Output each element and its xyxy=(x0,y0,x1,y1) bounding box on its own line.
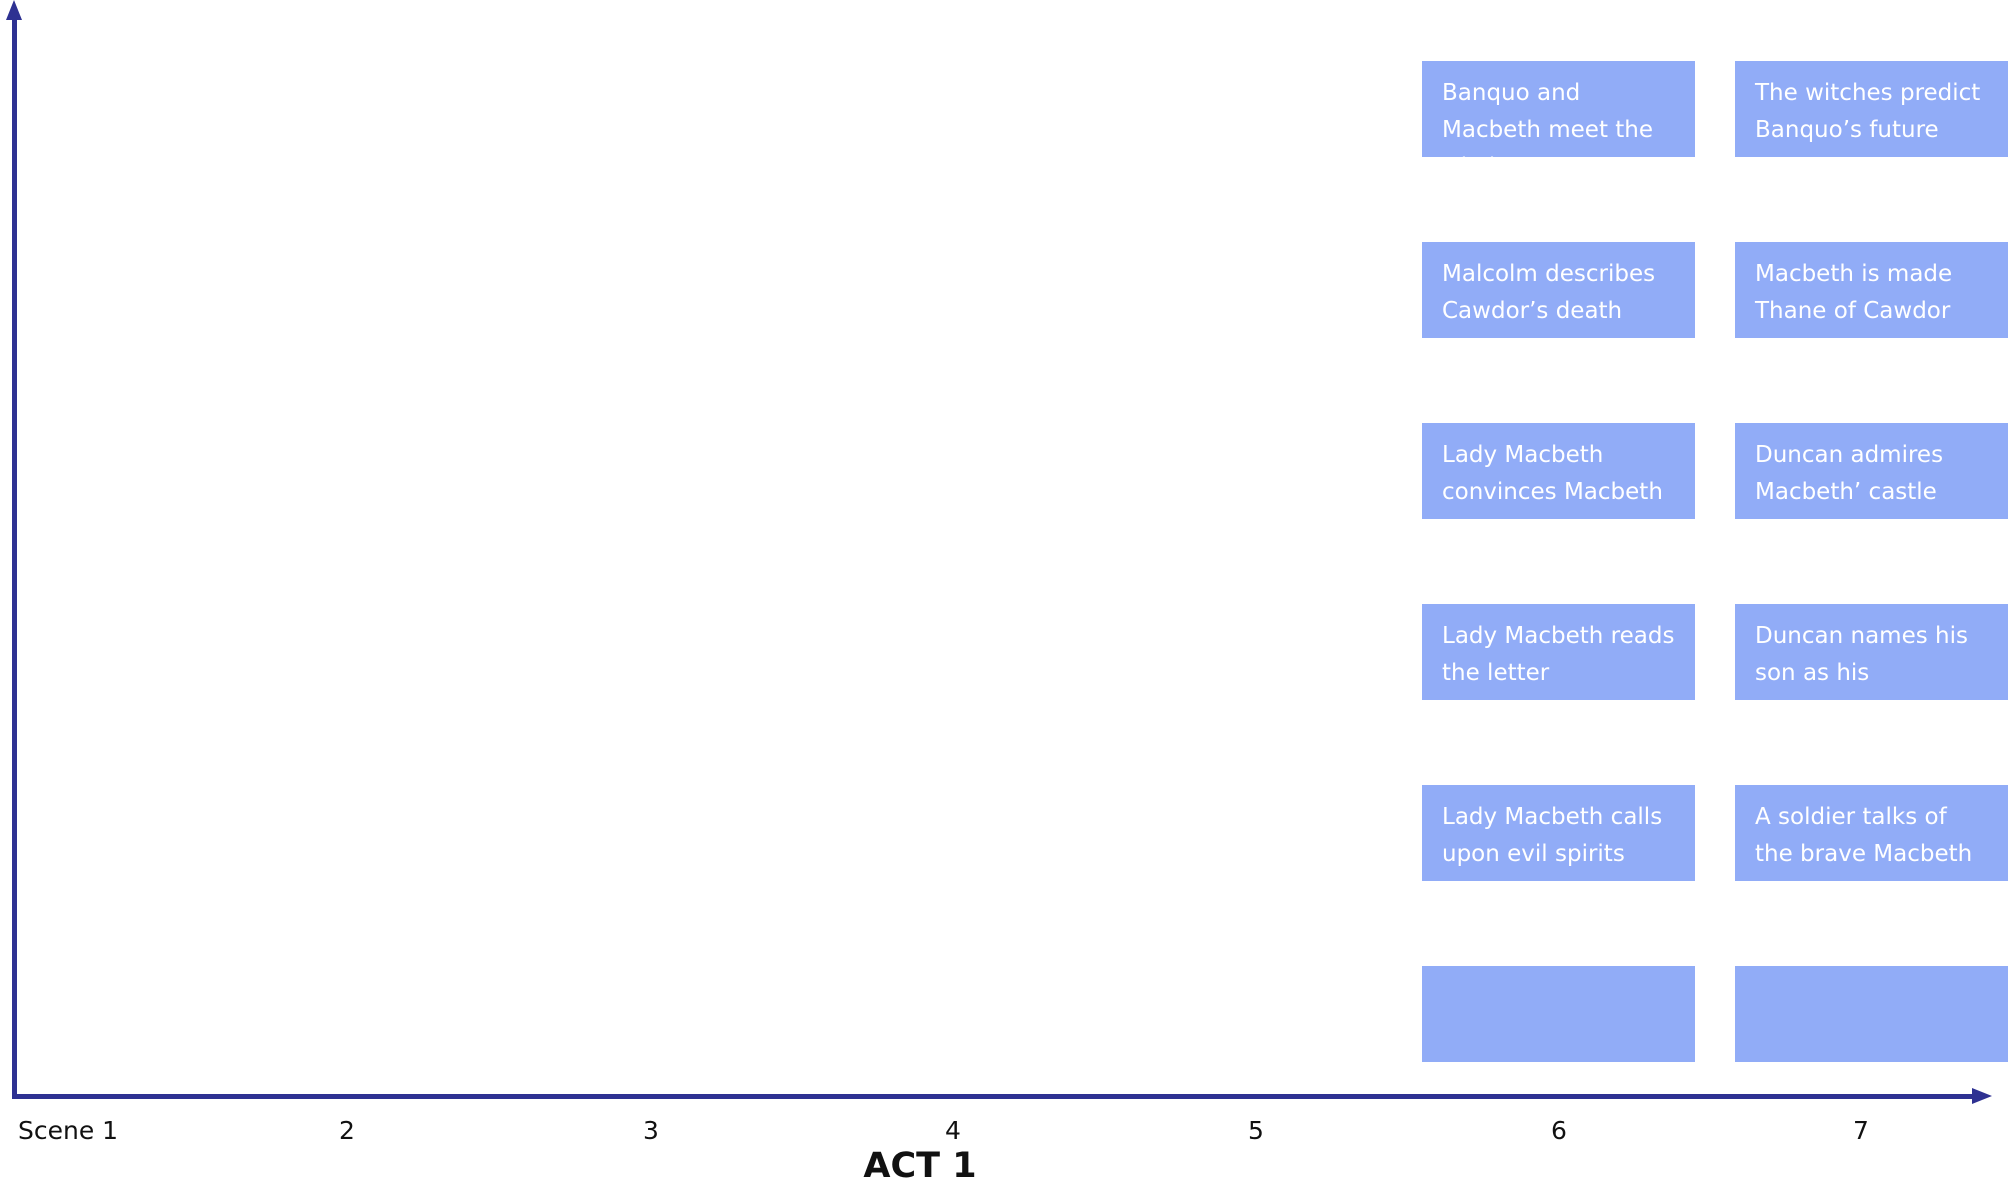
y-axis-arrow-icon xyxy=(6,0,22,20)
event-card: Malcolm describes Cawdor’s death xyxy=(1422,242,1695,338)
x-tick-label: 2 xyxy=(339,1116,355,1145)
event-card: Duncan names his son as his successor xyxy=(1735,604,2008,700)
x-tick-label: Scene 1 xyxy=(18,1116,119,1145)
y-axis-line xyxy=(12,10,17,1098)
x-tick-label: 5 xyxy=(1248,1116,1264,1145)
event-card: A soldier talks of the brave Macbeth xyxy=(1735,785,2008,881)
event-card: Banquo and Macbeth meet the witches xyxy=(1422,61,1695,157)
event-card xyxy=(1422,966,1695,1062)
x-tick-label: 3 xyxy=(643,1116,659,1145)
x-axis-arrow-icon xyxy=(1972,1088,1992,1104)
x-tick-label: 7 xyxy=(1853,1116,1869,1145)
event-card: Lady Macbeth convinces Macbeth xyxy=(1422,423,1695,519)
event-card: The witches predict Banquo’s future xyxy=(1735,61,2008,157)
x-tick-label: 4 xyxy=(945,1116,961,1145)
event-card: Macbeth is made Thane of Cawdor xyxy=(1735,242,2008,338)
event-card: Duncan admires Macbeth’ castle xyxy=(1735,423,2008,519)
x-tick-label: 6 xyxy=(1551,1116,1567,1145)
x-axis-title: ACT 1 xyxy=(863,1146,977,1186)
x-axis-line xyxy=(12,1094,1974,1099)
event-card: Lady Macbeth calls upon evil spirits xyxy=(1422,785,1695,881)
event-card xyxy=(1735,966,2008,1062)
event-card: Lady Macbeth reads the letter xyxy=(1422,604,1695,700)
